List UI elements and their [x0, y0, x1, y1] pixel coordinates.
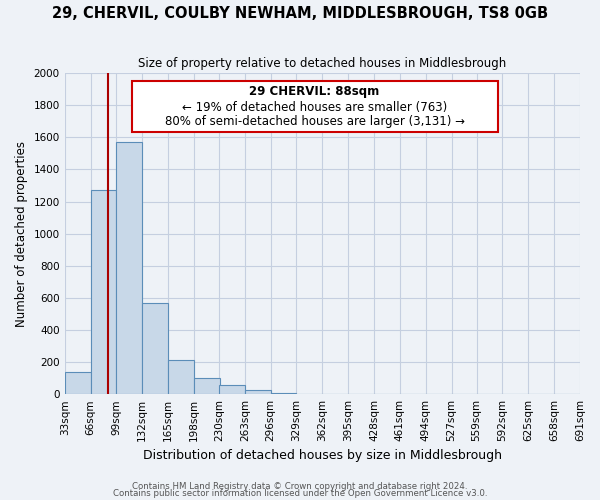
Text: ← 19% of detached houses are smaller (763): ← 19% of detached houses are smaller (76…: [182, 101, 447, 114]
Y-axis label: Number of detached properties: Number of detached properties: [15, 140, 28, 326]
X-axis label: Distribution of detached houses by size in Middlesbrough: Distribution of detached houses by size …: [143, 450, 502, 462]
FancyBboxPatch shape: [131, 81, 497, 132]
Bar: [142, 302, 168, 394]
Bar: [168, 360, 194, 394]
Bar: [65, 372, 91, 394]
Bar: [245, 390, 271, 394]
Text: 29 CHERVIL: 88sqm: 29 CHERVIL: 88sqm: [250, 85, 380, 98]
Title: Size of property relative to detached houses in Middlesbrough: Size of property relative to detached ho…: [138, 58, 506, 70]
Bar: [91, 190, 116, 394]
Bar: [194, 378, 220, 394]
Text: 29, CHERVIL, COULBY NEWHAM, MIDDLESBROUGH, TS8 0GB: 29, CHERVIL, COULBY NEWHAM, MIDDLESBROUG…: [52, 6, 548, 22]
Bar: [271, 392, 296, 394]
Text: Contains HM Land Registry data © Crown copyright and database right 2024.: Contains HM Land Registry data © Crown c…: [132, 482, 468, 491]
Text: 80% of semi-detached houses are larger (3,131) →: 80% of semi-detached houses are larger (…: [164, 116, 464, 128]
Bar: [116, 142, 142, 394]
Bar: [219, 386, 245, 394]
Text: Contains public sector information licensed under the Open Government Licence v3: Contains public sector information licen…: [113, 490, 487, 498]
